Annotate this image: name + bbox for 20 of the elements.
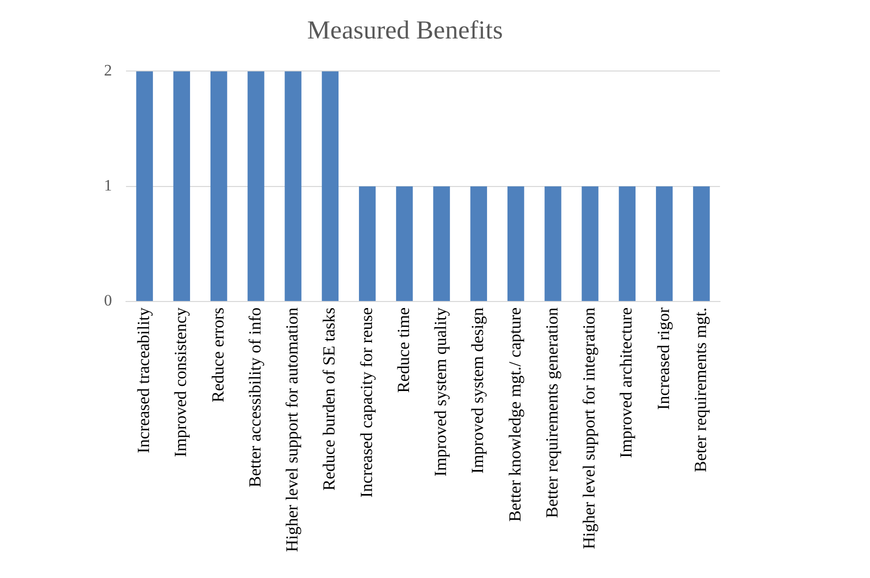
x-tick-label: Improved architecture <box>616 307 636 458</box>
x-tick-label: Increased capacity for reuse <box>356 307 376 498</box>
x-tick-label: Beter requirements mgt. <box>690 307 710 472</box>
x-tick-label: Higher level support for automation <box>282 306 302 552</box>
x-tick-label: Increased rigor <box>654 307 673 410</box>
y-tick-label: 0 <box>104 292 112 310</box>
x-tick-label: Reduce errors <box>208 307 228 402</box>
x-tick-label: Higher level support for integration <box>580 306 599 550</box>
x-tick-label: Increased traceability <box>134 306 154 454</box>
x-tick-label: Reduce time <box>394 307 413 393</box>
x-tick-label: Improved system quality <box>431 306 450 476</box>
chart-title: Measured Benefits <box>307 15 503 44</box>
x-tick-label: Improved system design <box>468 306 488 474</box>
x-tick-label: Reduce burden of SE tasks <box>320 307 339 491</box>
x-tick-label: Better accessibility of info <box>245 307 264 488</box>
x-tick-label: Better knowledge mgt./ capture <box>505 307 524 522</box>
x-tick-label: Better requirements generation <box>542 306 562 518</box>
y-tick-label: 1 <box>104 178 112 195</box>
y-tick-label: 2 <box>104 62 112 80</box>
x-tick-label: Improved consistency <box>171 306 190 458</box>
